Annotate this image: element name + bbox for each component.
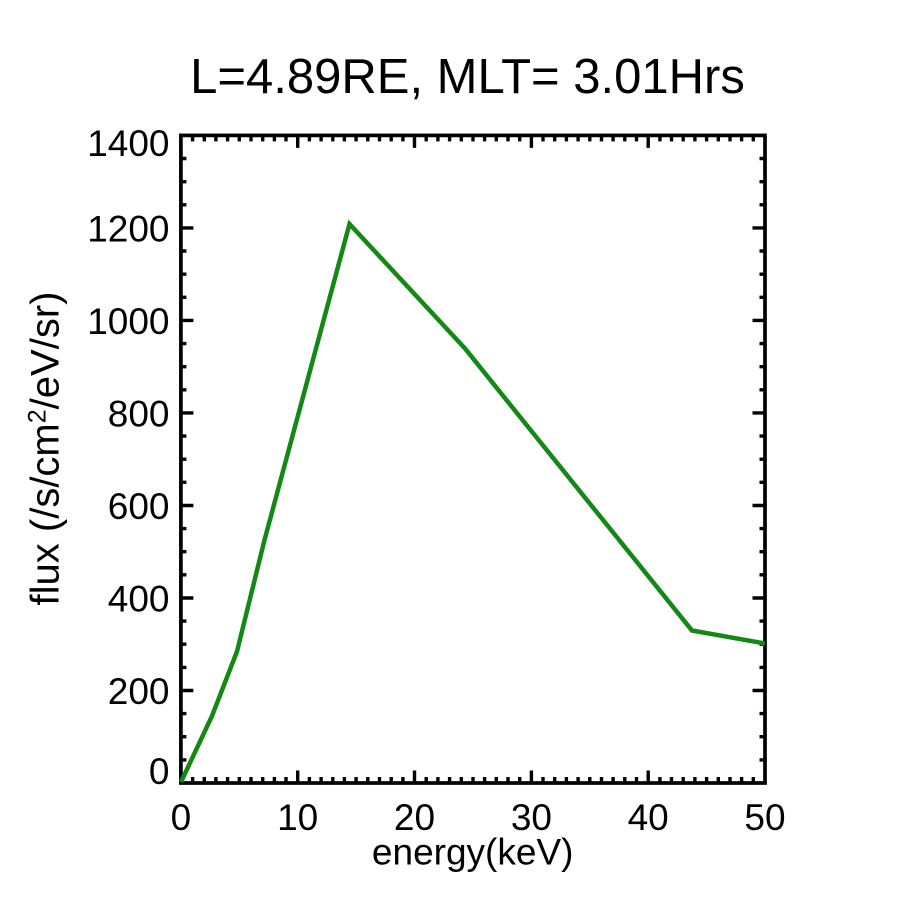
svg-text:L=4.89RE, MLT= 3.01Hrs: L=4.89RE, MLT= 3.01Hrs bbox=[190, 50, 745, 104]
svg-text:20: 20 bbox=[394, 797, 435, 838]
svg-text:energy(keV): energy(keV) bbox=[372, 832, 574, 873]
svg-text:1400: 1400 bbox=[87, 123, 169, 164]
svg-text:40: 40 bbox=[628, 797, 669, 838]
svg-text:30: 30 bbox=[511, 797, 552, 838]
svg-text:600: 600 bbox=[108, 486, 170, 527]
svg-text:800: 800 bbox=[108, 393, 170, 434]
svg-text:flux (/s/cm2/eV/sr): flux (/s/cm2/eV/sr) bbox=[24, 292, 68, 606]
svg-text:10: 10 bbox=[277, 797, 318, 838]
svg-text:50: 50 bbox=[744, 797, 785, 838]
svg-text:1000: 1000 bbox=[87, 301, 169, 342]
svg-text:1200: 1200 bbox=[87, 208, 169, 249]
svg-text:400: 400 bbox=[108, 579, 170, 620]
svg-text:0: 0 bbox=[171, 797, 192, 838]
svg-text:0: 0 bbox=[149, 751, 170, 792]
svg-text:200: 200 bbox=[108, 671, 170, 712]
